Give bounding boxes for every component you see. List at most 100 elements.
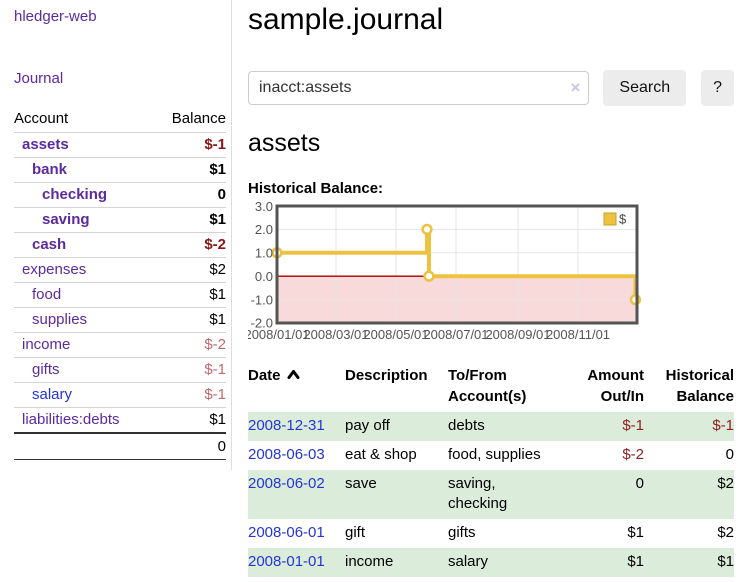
transaction-date-link[interactable]: 2008-06-01: [248, 524, 325, 541]
svg-text:2008/01/01: 2008/01/01: [248, 327, 310, 342]
svg-text:1.0: 1.0: [255, 246, 273, 261]
transaction-amount: $-1: [622, 417, 644, 434]
transaction-description: save: [345, 475, 377, 492]
account-column-header: Account: [14, 110, 69, 127]
account-row: cash $-2: [14, 232, 226, 257]
transaction-balance: $-1: [712, 417, 734, 434]
account-link-assets[interactable]: assets: [22, 136, 69, 153]
register-header-row: Date Description To/From Account(s) Amou…: [248, 363, 734, 412]
register-row: 2008-06-01 gift gifts $1 $2: [248, 519, 734, 548]
transaction-balance: $1: [717, 553, 734, 570]
transaction-description: income: [345, 553, 394, 570]
account-link-cash[interactable]: cash: [32, 236, 67, 253]
account-link-liabilities-debts[interactable]: liabilities:debts: [22, 411, 120, 428]
transaction-date-link[interactable]: 2008-12-31: [248, 417, 325, 434]
clear-search-icon[interactable]: ×: [570, 78, 581, 97]
register-row: 2008-06-03 eat & shop food, supplies $-2…: [248, 441, 734, 470]
transaction-description: pay off: [345, 417, 390, 434]
account-link-food[interactable]: food: [32, 286, 62, 303]
account-link-expenses[interactable]: expenses: [22, 261, 87, 278]
register-row: 2008-06-02 save saving, checking 0 $2: [248, 470, 734, 519]
transaction-accounts: debts: [448, 417, 485, 434]
account-balance: $1: [209, 161, 226, 178]
account-balance: $-2: [204, 236, 226, 253]
transaction-date-link[interactable]: 2008-01-01: [248, 553, 325, 570]
page-title: sample.journal: [248, 3, 444, 36]
transaction-accounts: gifts: [448, 524, 476, 541]
account-balance: $1: [209, 311, 226, 328]
account-row: salary $-1: [14, 382, 226, 407]
register-header-description: Description: [345, 367, 428, 384]
account-link-saving[interactable]: saving: [42, 211, 90, 228]
account-balance: $-1: [204, 386, 226, 403]
svg-text:-1.0: -1.0: [251, 293, 273, 308]
svg-text:2008/07/01: 2008/07/01: [423, 327, 488, 342]
legend-label: $: [619, 212, 627, 227]
account-link-income[interactable]: income: [22, 336, 71, 353]
transaction-accounts: saving, checking: [448, 475, 508, 512]
register-header-balance: Historical Balance: [665, 367, 734, 405]
svg-text:0.0: 0.0: [255, 269, 273, 284]
search-button[interactable]: Search: [603, 70, 687, 106]
account-row: assets $-1: [14, 132, 226, 157]
account-link-supplies[interactable]: supplies: [32, 311, 88, 328]
chart-border: [275, 204, 639, 325]
sidebar-item-journal[interactable]: Journal: [14, 70, 64, 87]
main-content: sample.journal × Search ? assets Histori…: [248, 0, 734, 577]
chart-canvas: $ 3.0 2.0 1.0 0.0 -1.0 -2.0 2008/01/01 2…: [248, 201, 642, 342]
sort-ascending-icon: [287, 370, 300, 379]
account-balance: $1: [209, 286, 226, 303]
chart-y-axis: 3.0 2.0 1.0 0.0 -1.0 -2.0: [251, 201, 273, 331]
account-row: income $-2: [14, 332, 226, 357]
search-form: × Search ?: [248, 70, 734, 106]
account-balance: $-1: [204, 136, 226, 153]
register-row: 2008-01-01 income salary $1 $1: [248, 548, 734, 577]
account-row: food $1: [14, 282, 226, 307]
register-header-accounts: To/From Account(s): [448, 367, 527, 405]
svg-text:-2.0: -2.0: [251, 316, 273, 331]
register-row: 2008-12-31 pay off debts $-1 $-1: [248, 412, 734, 441]
brand-link[interactable]: hledger-web: [14, 8, 97, 25]
accounts-total-value: 0: [217, 438, 226, 455]
account-balance: $-2: [204, 336, 226, 353]
transaction-accounts: food, supplies: [448, 446, 541, 463]
accounts-total-row: 0: [14, 432, 226, 460]
svg-text:3.0: 3.0: [255, 201, 273, 214]
account-row: bank $1: [14, 157, 226, 182]
historical-balance-chart[interactable]: $ 3.0 2.0 1.0 0.0 -1.0 -2.0 2008/01/01 2…: [248, 201, 734, 346]
balance-column-header: Balance: [171, 110, 226, 127]
svg-text:2008/03/01: 2008/03/01: [303, 327, 368, 342]
account-balance: $2: [209, 261, 226, 278]
account-balance: $1: [209, 411, 226, 428]
account-link-bank[interactable]: bank: [32, 161, 68, 178]
transaction-balance: 0: [725, 446, 734, 463]
account-link-salary[interactable]: salary: [32, 386, 73, 403]
register-header-amount: Amount Out/In: [587, 367, 644, 405]
account-row: liabilities:debts $1: [14, 407, 226, 432]
account-row: gifts $-1: [14, 357, 226, 382]
account-heading: assets: [248, 129, 321, 157]
transaction-date-link[interactable]: 2008-06-03: [248, 446, 325, 463]
transaction-description: eat & shop: [345, 446, 417, 463]
transaction-date-link[interactable]: 2008-06-02: [248, 475, 325, 492]
transaction-description: gift: [345, 524, 366, 541]
account-balance: $1: [209, 211, 226, 228]
chart-title: Historical Balance:: [248, 180, 384, 197]
search-input[interactable]: [248, 71, 590, 105]
transaction-amount: $1: [627, 524, 644, 541]
accounts-table-header: Account Balance: [14, 108, 226, 132]
transaction-balance: $2: [717, 524, 734, 541]
account-row: expenses $2: [14, 257, 226, 282]
transaction-amount: $-2: [622, 446, 644, 463]
date-header-label: Date: [248, 367, 281, 384]
account-link-gifts[interactable]: gifts: [32, 361, 60, 378]
chart-x-axis: 2008/01/01 2008/03/01 2008/05/01 2008/07…: [248, 327, 610, 342]
transaction-accounts: salary: [448, 553, 489, 570]
sidebar: hledger-web Journal Account Balance asse…: [0, 0, 232, 470]
svg-text:2.0: 2.0: [255, 222, 273, 237]
account-link-checking[interactable]: checking: [42, 186, 108, 203]
register-header-date[interactable]: Date: [248, 363, 345, 412]
search-help-button[interactable]: ?: [701, 70, 734, 106]
transaction-amount: 0: [635, 475, 644, 492]
